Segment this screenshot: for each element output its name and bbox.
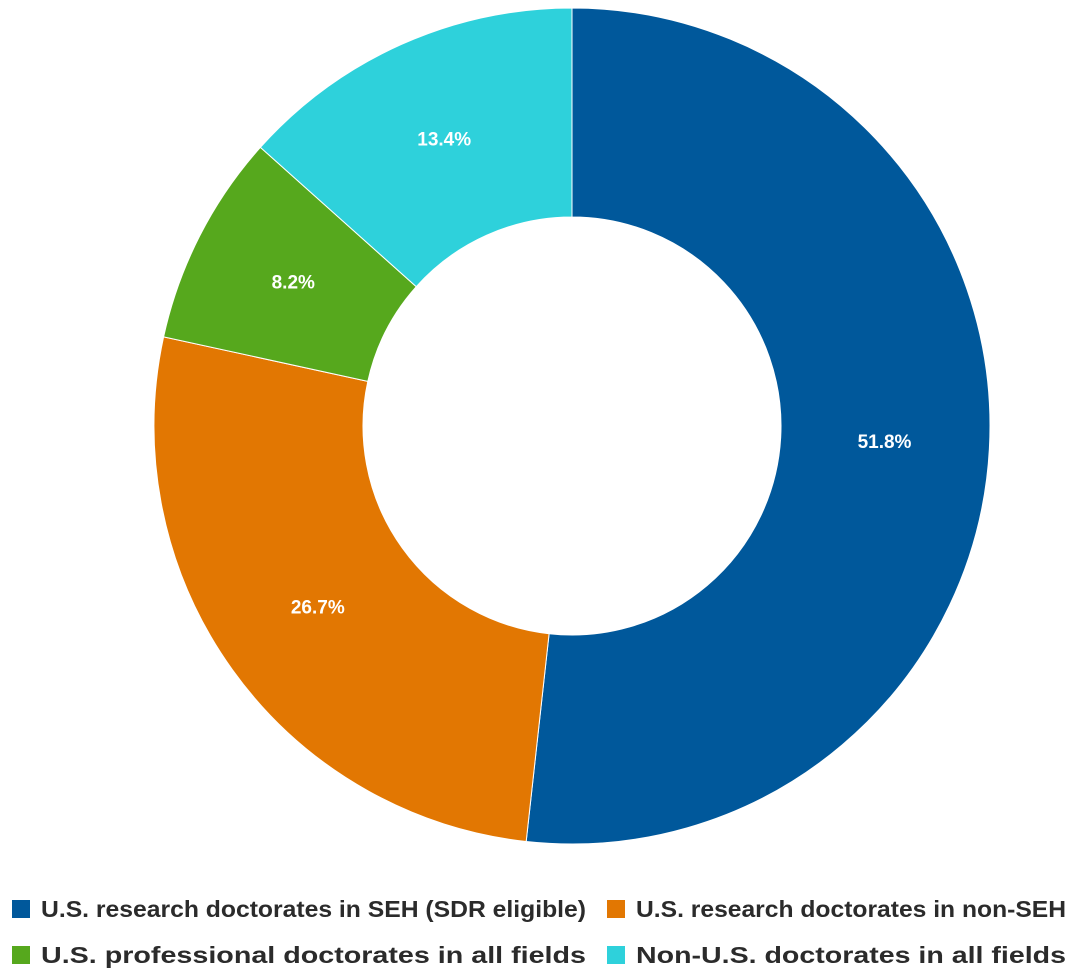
legend-item: Non-U.S. doctorates in all fields — [607, 942, 1066, 968]
slice-labels-layer: 51.8% 26.7% 8.2% 13.4% — [272, 129, 912, 618]
legend-swatch — [607, 900, 625, 918]
slice-data-label: 8.2% — [272, 273, 315, 294]
legend-label: U.S. research doctorates in non-SEH — [636, 896, 1066, 922]
donut-slice — [259, 7, 573, 288]
slice-data-label: 26.7% — [291, 598, 345, 619]
slices-layer — [153, 7, 991, 845]
legend-item: U.S. research doctorates in non-SEH — [607, 896, 1066, 922]
slice-data-label: 13.4% — [417, 129, 471, 150]
legend-item: U.S. professional doctorates in all fiel… — [12, 942, 586, 968]
legend-label: Non-U.S. doctorates in all fields — [636, 942, 1066, 968]
donut-slice — [525, 7, 991, 845]
legend: U.S. research doctorates in SEH (SDR eli… — [12, 896, 1066, 968]
legend-label: U.S. professional doctorates in all fiel… — [41, 942, 586, 968]
legend-swatch — [12, 946, 30, 964]
legend-swatch — [607, 946, 625, 964]
legend-label: U.S. research doctorates in SEH (SDR eli… — [41, 896, 586, 922]
donut-slice — [153, 336, 550, 843]
legend-item: U.S. research doctorates in SEH (SDR eli… — [12, 896, 586, 922]
legend-swatch — [12, 900, 30, 918]
slice-data-label: 51.8% — [858, 432, 912, 453]
